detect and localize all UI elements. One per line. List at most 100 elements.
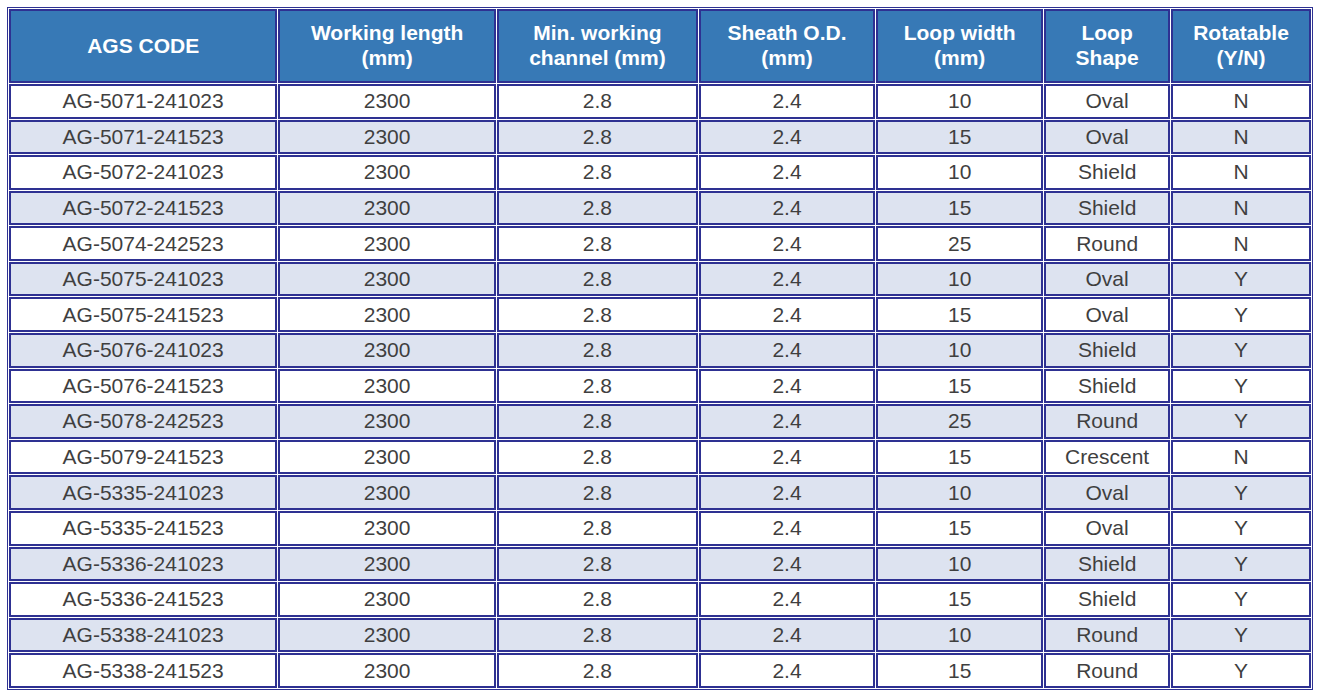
table-cell-ags_code: AG-5336-241023	[9, 547, 277, 582]
table-row: AG-5335-24102323002.82.410OvalY	[9, 475, 1311, 510]
table-cell-loop_width_mm: 15	[876, 191, 1043, 226]
table-cell-rotatable_yn: Y	[1171, 262, 1311, 297]
table-cell-loop_width_mm: 10	[876, 155, 1043, 190]
table-cell-ags_code: AG-5075-241523	[9, 297, 277, 332]
table-cell-loop_width_mm: 10	[876, 618, 1043, 653]
table-cell-working_length_mm: 2300	[278, 582, 496, 617]
table-cell-sheath_od_mm: 2.4	[699, 369, 875, 404]
table-cell-working_length_mm: 2300	[278, 547, 496, 582]
table-cell-min_working_channel_mm: 2.8	[497, 653, 698, 688]
table-cell-loop_shape: Oval	[1044, 297, 1170, 332]
table-cell-ags_code: AG-5071-241023	[9, 84, 277, 119]
table-cell-ags_code: AG-5335-241023	[9, 475, 277, 510]
table-cell-loop_width_mm: 15	[876, 440, 1043, 475]
table-header-row: AGS CODE Working length (mm) Min. workin…	[9, 9, 1311, 83]
table-row: AG-5071-24102323002.82.410OvalN	[9, 84, 1311, 119]
table-cell-rotatable_yn: Y	[1171, 547, 1311, 582]
table-cell-ags_code: AG-5075-241023	[9, 262, 277, 297]
table-cell-rotatable_yn: N	[1171, 120, 1311, 155]
table-cell-rotatable_yn: Y	[1171, 475, 1311, 510]
table-cell-working_length_mm: 2300	[278, 475, 496, 510]
table-cell-min_working_channel_mm: 2.8	[497, 262, 698, 297]
table-cell-sheath_od_mm: 2.4	[699, 582, 875, 617]
table-cell-ags_code: AG-5072-241023	[9, 155, 277, 190]
table-row: AG-5336-24152323002.82.415ShieldY	[9, 582, 1311, 617]
table-cell-working_length_mm: 2300	[278, 262, 496, 297]
table-cell-min_working_channel_mm: 2.8	[497, 511, 698, 546]
column-header-working-length: Working length (mm)	[278, 9, 496, 83]
table-cell-loop_width_mm: 15	[876, 369, 1043, 404]
table-cell-loop_width_mm: 25	[876, 404, 1043, 439]
table-cell-loop_width_mm: 10	[876, 475, 1043, 510]
table-cell-ags_code: AG-5071-241523	[9, 120, 277, 155]
table-cell-min_working_channel_mm: 2.8	[497, 440, 698, 475]
table-cell-loop_width_mm: 10	[876, 84, 1043, 119]
table-row: AG-5074-24252323002.82.425RoundN	[9, 226, 1311, 261]
table-row: AG-5075-24152323002.82.415OvalY	[9, 297, 1311, 332]
table-cell-rotatable_yn: Y	[1171, 618, 1311, 653]
table-cell-rotatable_yn: Y	[1171, 582, 1311, 617]
table-cell-loop_shape: Crescent	[1044, 440, 1170, 475]
table-cell-min_working_channel_mm: 2.8	[497, 618, 698, 653]
table-cell-loop_shape: Shield	[1044, 333, 1170, 368]
table-row: AG-5338-24152323002.82.415RoundY	[9, 653, 1311, 688]
table-cell-sheath_od_mm: 2.4	[699, 333, 875, 368]
table-row: AG-5338-24102323002.82.410RoundY	[9, 618, 1311, 653]
table-cell-working_length_mm: 2300	[278, 120, 496, 155]
table-cell-ags_code: AG-5076-241523	[9, 369, 277, 404]
table-cell-min_working_channel_mm: 2.8	[497, 84, 698, 119]
table-cell-working_length_mm: 2300	[278, 297, 496, 332]
table-cell-min_working_channel_mm: 2.8	[497, 404, 698, 439]
table-cell-sheath_od_mm: 2.4	[699, 120, 875, 155]
table-cell-loop_shape: Oval	[1044, 475, 1170, 510]
table-cell-loop_shape: Round	[1044, 226, 1170, 261]
table-cell-sheath_od_mm: 2.4	[699, 191, 875, 226]
table-cell-loop_shape: Oval	[1044, 262, 1170, 297]
column-header-min-working-channel: Min. working channel (mm)	[497, 9, 698, 83]
table-row: AG-5079-24152323002.82.415CrescentN	[9, 440, 1311, 475]
table-cell-loop_shape: Shield	[1044, 369, 1170, 404]
table-row: AG-5072-24102323002.82.410ShieldN	[9, 155, 1311, 190]
table-cell-sheath_od_mm: 2.4	[699, 511, 875, 546]
table-cell-sheath_od_mm: 2.4	[699, 84, 875, 119]
table-cell-loop_shape: Round	[1044, 653, 1170, 688]
table-row: AG-5076-24102323002.82.410ShieldY	[9, 333, 1311, 368]
table-cell-working_length_mm: 2300	[278, 511, 496, 546]
table-cell-working_length_mm: 2300	[278, 618, 496, 653]
table-row: AG-5075-24102323002.82.410OvalY	[9, 262, 1311, 297]
table-cell-loop_shape: Shield	[1044, 547, 1170, 582]
table-cell-ags_code: AG-5072-241523	[9, 191, 277, 226]
column-header-rotatable: Rotatable (Y/N)	[1171, 9, 1311, 83]
table-cell-working_length_mm: 2300	[278, 333, 496, 368]
table-row: AG-5072-24152323002.82.415ShieldN	[9, 191, 1311, 226]
table-cell-min_working_channel_mm: 2.8	[497, 547, 698, 582]
table-cell-rotatable_yn: Y	[1171, 333, 1311, 368]
spec-table-container: AGS CODE Working length (mm) Min. workin…	[7, 7, 1313, 690]
table-cell-loop_width_mm: 10	[876, 262, 1043, 297]
table-cell-loop_width_mm: 10	[876, 547, 1043, 582]
table-cell-sheath_od_mm: 2.4	[699, 155, 875, 190]
table-cell-loop_shape: Shield	[1044, 582, 1170, 617]
table-cell-loop_width_mm: 10	[876, 333, 1043, 368]
column-header-loop-shape: Loop Shape	[1044, 9, 1170, 83]
table-body: AG-5071-24102323002.82.410OvalNAG-5071-2…	[9, 84, 1311, 688]
table-cell-ags_code: AG-5335-241523	[9, 511, 277, 546]
table-cell-rotatable_yn: N	[1171, 191, 1311, 226]
table-cell-loop_width_mm: 15	[876, 582, 1043, 617]
table-cell-ags_code: AG-5338-241023	[9, 618, 277, 653]
table-cell-rotatable_yn: Y	[1171, 297, 1311, 332]
table-cell-sheath_od_mm: 2.4	[699, 475, 875, 510]
table-cell-min_working_channel_mm: 2.8	[497, 582, 698, 617]
table-cell-loop_shape: Oval	[1044, 84, 1170, 119]
table-cell-min_working_channel_mm: 2.8	[497, 297, 698, 332]
table-cell-loop_shape: Round	[1044, 618, 1170, 653]
table-cell-ags_code: AG-5078-242523	[9, 404, 277, 439]
table-cell-sheath_od_mm: 2.4	[699, 226, 875, 261]
column-header-sheath-od: Sheath O.D. (mm)	[699, 9, 875, 83]
table-cell-rotatable_yn: Y	[1171, 404, 1311, 439]
table-cell-min_working_channel_mm: 2.8	[497, 333, 698, 368]
table-row: AG-5078-24252323002.82.425RoundY	[9, 404, 1311, 439]
table-cell-loop_width_mm: 15	[876, 120, 1043, 155]
table-cell-working_length_mm: 2300	[278, 226, 496, 261]
table-cell-loop_shape: Shield	[1044, 191, 1170, 226]
